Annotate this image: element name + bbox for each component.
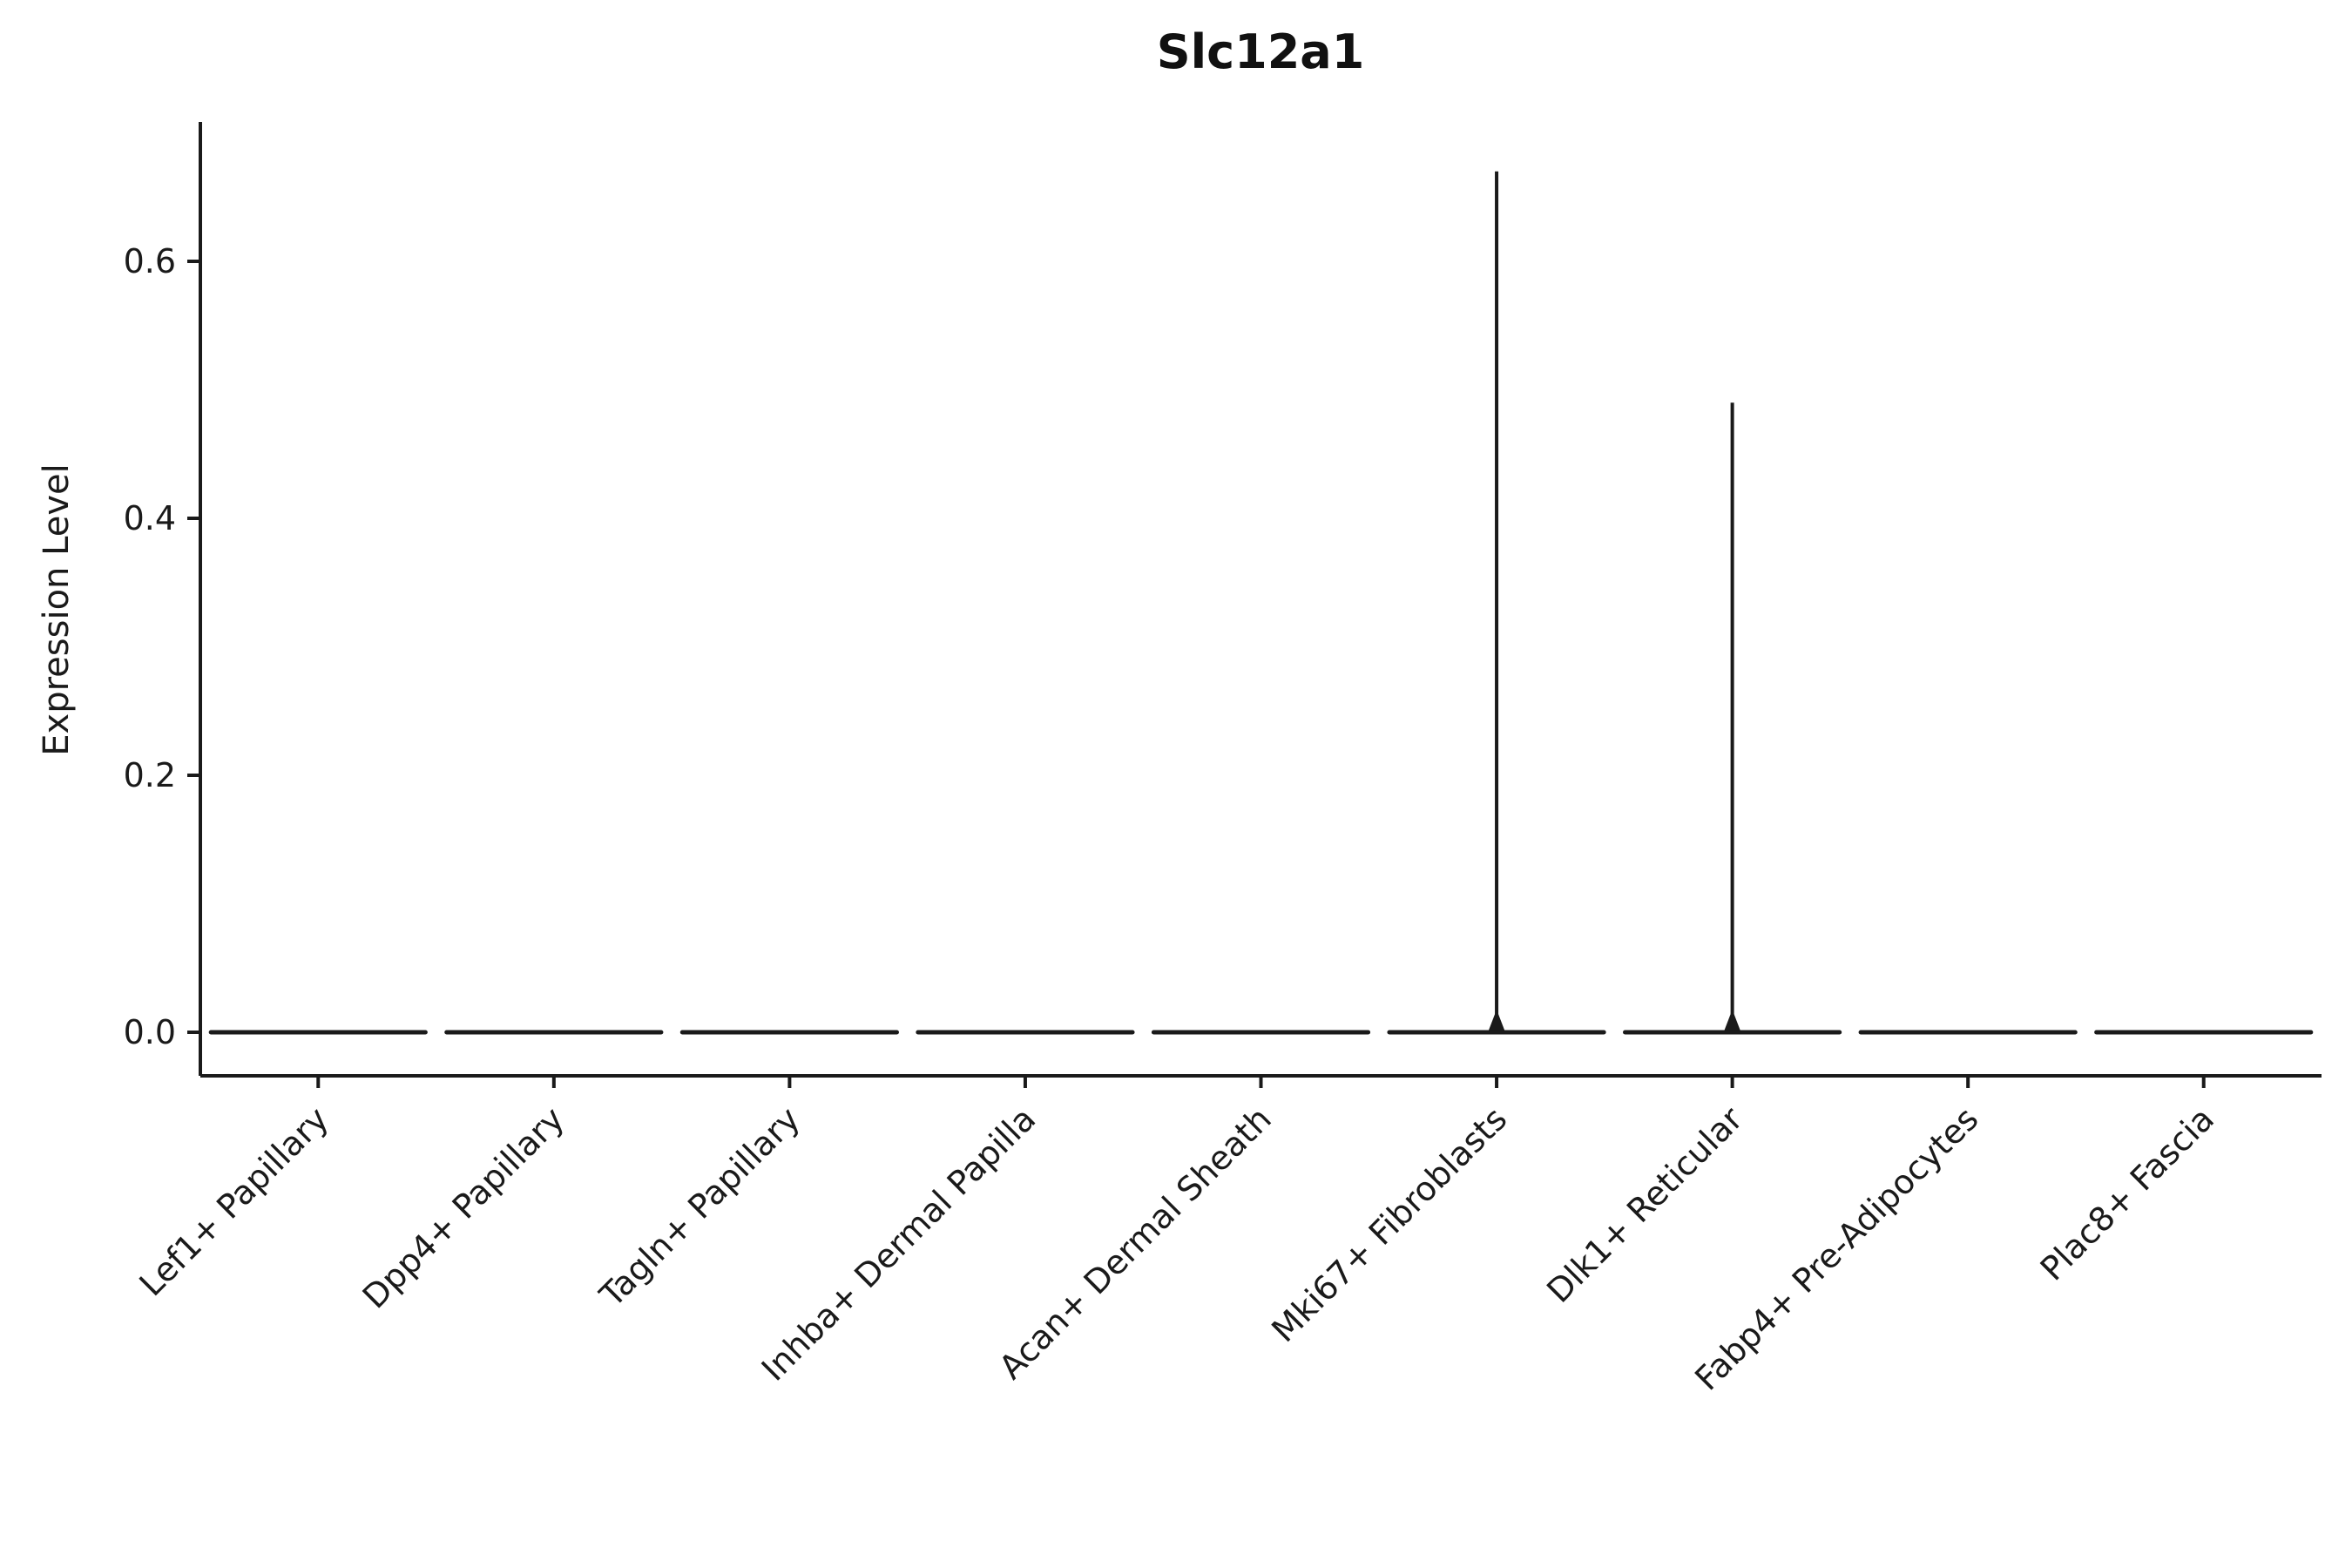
violin-spike-base [1723, 1010, 1741, 1032]
y-tick-label: 0.0 [124, 1013, 176, 1051]
y-tick-label: 0.2 [124, 756, 176, 794]
violin [1623, 402, 1842, 1035]
x-category-label: Inhba+ Dermal Papilla [754, 1099, 1044, 1389]
x-category-label: Dlk1+ Reticular [1539, 1099, 1750, 1310]
y-ticks-group: 0.0 0.2 0.4 0.6 [124, 242, 200, 1051]
x-category-label: Tagln+ Papillary [592, 1099, 808, 1315]
axes-group [199, 122, 2322, 1078]
y-tick-label: 0.6 [124, 242, 176, 280]
x-category-label: Plac8+ Fascia [2033, 1099, 2221, 1288]
x-category-label: Lef1+ Papillary [132, 1099, 336, 1303]
violins-group [208, 171, 2314, 1035]
x-category-label: Mki67+ Fibroblasts [1264, 1099, 1514, 1349]
chart-title: Slc12a1 [1157, 24, 1365, 79]
violin [1387, 171, 1606, 1035]
x-ticks-group: Lef1+ Papillary Dpp4+ Papillary Tagln+ Pap… [132, 1076, 2221, 1398]
y-axis-label: Expression Level [37, 463, 77, 755]
y-tick-label: 0.4 [124, 499, 176, 537]
x-category-label: Acan+ Dermal Sheath [991, 1099, 1278, 1386]
x-category-label: Dpp4+ Papillary [355, 1099, 571, 1315]
violin-spike-base [1488, 1010, 1506, 1032]
